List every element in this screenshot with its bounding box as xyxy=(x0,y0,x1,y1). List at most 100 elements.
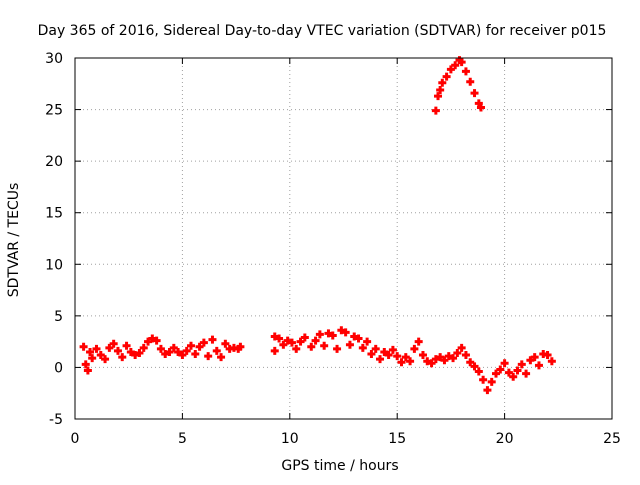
y-tick-label: -5 xyxy=(49,412,63,428)
data-point xyxy=(438,78,447,87)
data-point xyxy=(427,359,436,368)
data-point xyxy=(543,351,552,360)
data-point xyxy=(446,65,455,74)
data-point xyxy=(492,369,501,378)
data-point xyxy=(476,103,485,112)
data-point xyxy=(126,347,135,356)
data-point xyxy=(328,331,337,340)
data-point xyxy=(300,333,309,342)
y-axis-label: SDTVAR / TECUs xyxy=(6,183,22,298)
data-point xyxy=(393,352,402,361)
data-point xyxy=(487,377,496,386)
data-point xyxy=(270,332,279,341)
data-point xyxy=(101,355,110,364)
x-tick-label: 5 xyxy=(178,431,187,447)
data-point xyxy=(283,336,292,345)
data-point xyxy=(461,67,470,76)
x-tick-label: 10 xyxy=(281,431,299,447)
data-point xyxy=(434,92,443,101)
data-point xyxy=(307,342,316,351)
data-point xyxy=(79,342,88,351)
data-point xyxy=(358,343,367,352)
data-point xyxy=(431,355,440,364)
data-point xyxy=(530,353,539,362)
y-tick-label: 30 xyxy=(45,51,63,67)
data-point xyxy=(96,351,105,360)
data-point xyxy=(113,346,122,355)
data-point xyxy=(221,339,230,348)
x-tick-label: 15 xyxy=(388,431,406,447)
data-point xyxy=(444,352,453,361)
data-point xyxy=(406,357,415,366)
y-tick-label: 0 xyxy=(54,360,63,376)
data-point xyxy=(105,343,114,352)
data-point xyxy=(384,351,393,360)
data-point xyxy=(423,357,432,366)
data-point xyxy=(376,355,385,364)
data-point xyxy=(165,347,174,356)
data-point xyxy=(451,61,460,70)
data-point xyxy=(83,366,92,375)
data-point xyxy=(315,330,324,339)
data-point xyxy=(418,351,427,360)
data-point xyxy=(466,358,475,367)
data-point xyxy=(199,338,208,347)
y-tick-label: 5 xyxy=(54,309,63,325)
data-point xyxy=(410,344,419,353)
data-point xyxy=(345,340,354,349)
plot-frame xyxy=(74,57,613,420)
data-point xyxy=(442,72,451,81)
data-point xyxy=(217,353,226,362)
data-point xyxy=(139,343,148,352)
data-point xyxy=(118,353,127,362)
data-point xyxy=(296,337,305,346)
data-point xyxy=(86,347,95,356)
data-point xyxy=(354,334,363,343)
y-tick-label: 20 xyxy=(45,154,63,170)
data-point xyxy=(449,354,458,363)
x-axis-label: GPS time / hours xyxy=(281,458,398,474)
data-point xyxy=(534,361,543,370)
data-point xyxy=(453,348,462,357)
data-point xyxy=(178,351,187,360)
y-tick-label: 25 xyxy=(45,103,63,119)
data-point xyxy=(204,352,213,361)
data-layer xyxy=(79,56,556,395)
data-point xyxy=(287,338,296,347)
data-point xyxy=(333,344,342,353)
data-point xyxy=(131,351,140,360)
y-tick-label: 10 xyxy=(45,257,63,273)
data-point xyxy=(466,77,475,86)
data-point xyxy=(474,367,483,376)
data-point xyxy=(324,329,333,338)
data-point xyxy=(504,368,513,377)
data-point xyxy=(144,337,153,346)
data-point xyxy=(388,345,397,354)
data-point xyxy=(109,339,118,348)
data-point xyxy=(547,357,556,366)
chart-title: Day 365 of 2016, Sidereal Day-to-day VTE… xyxy=(38,23,607,39)
data-point xyxy=(148,334,157,343)
data-point xyxy=(122,341,131,350)
data-point xyxy=(509,372,518,381)
grid-layer xyxy=(75,58,612,419)
data-point xyxy=(191,350,200,359)
data-point xyxy=(513,366,522,375)
data-point xyxy=(436,85,445,94)
data-point xyxy=(292,344,301,353)
data-point xyxy=(174,347,183,356)
data-point xyxy=(186,341,195,350)
data-point xyxy=(212,346,221,355)
data-point xyxy=(457,58,466,67)
data-point xyxy=(236,342,245,351)
data-point xyxy=(320,341,329,350)
data-point xyxy=(152,336,161,345)
data-point xyxy=(279,340,288,349)
data-point xyxy=(470,89,479,98)
y-tick-label: 15 xyxy=(45,206,63,222)
data-point xyxy=(350,332,359,341)
data-point xyxy=(275,334,284,343)
ticks-layer: 0 5 10 15 20 25 -5 0 5 10 15 20 25 30 xyxy=(45,51,621,447)
data-point xyxy=(367,350,376,359)
